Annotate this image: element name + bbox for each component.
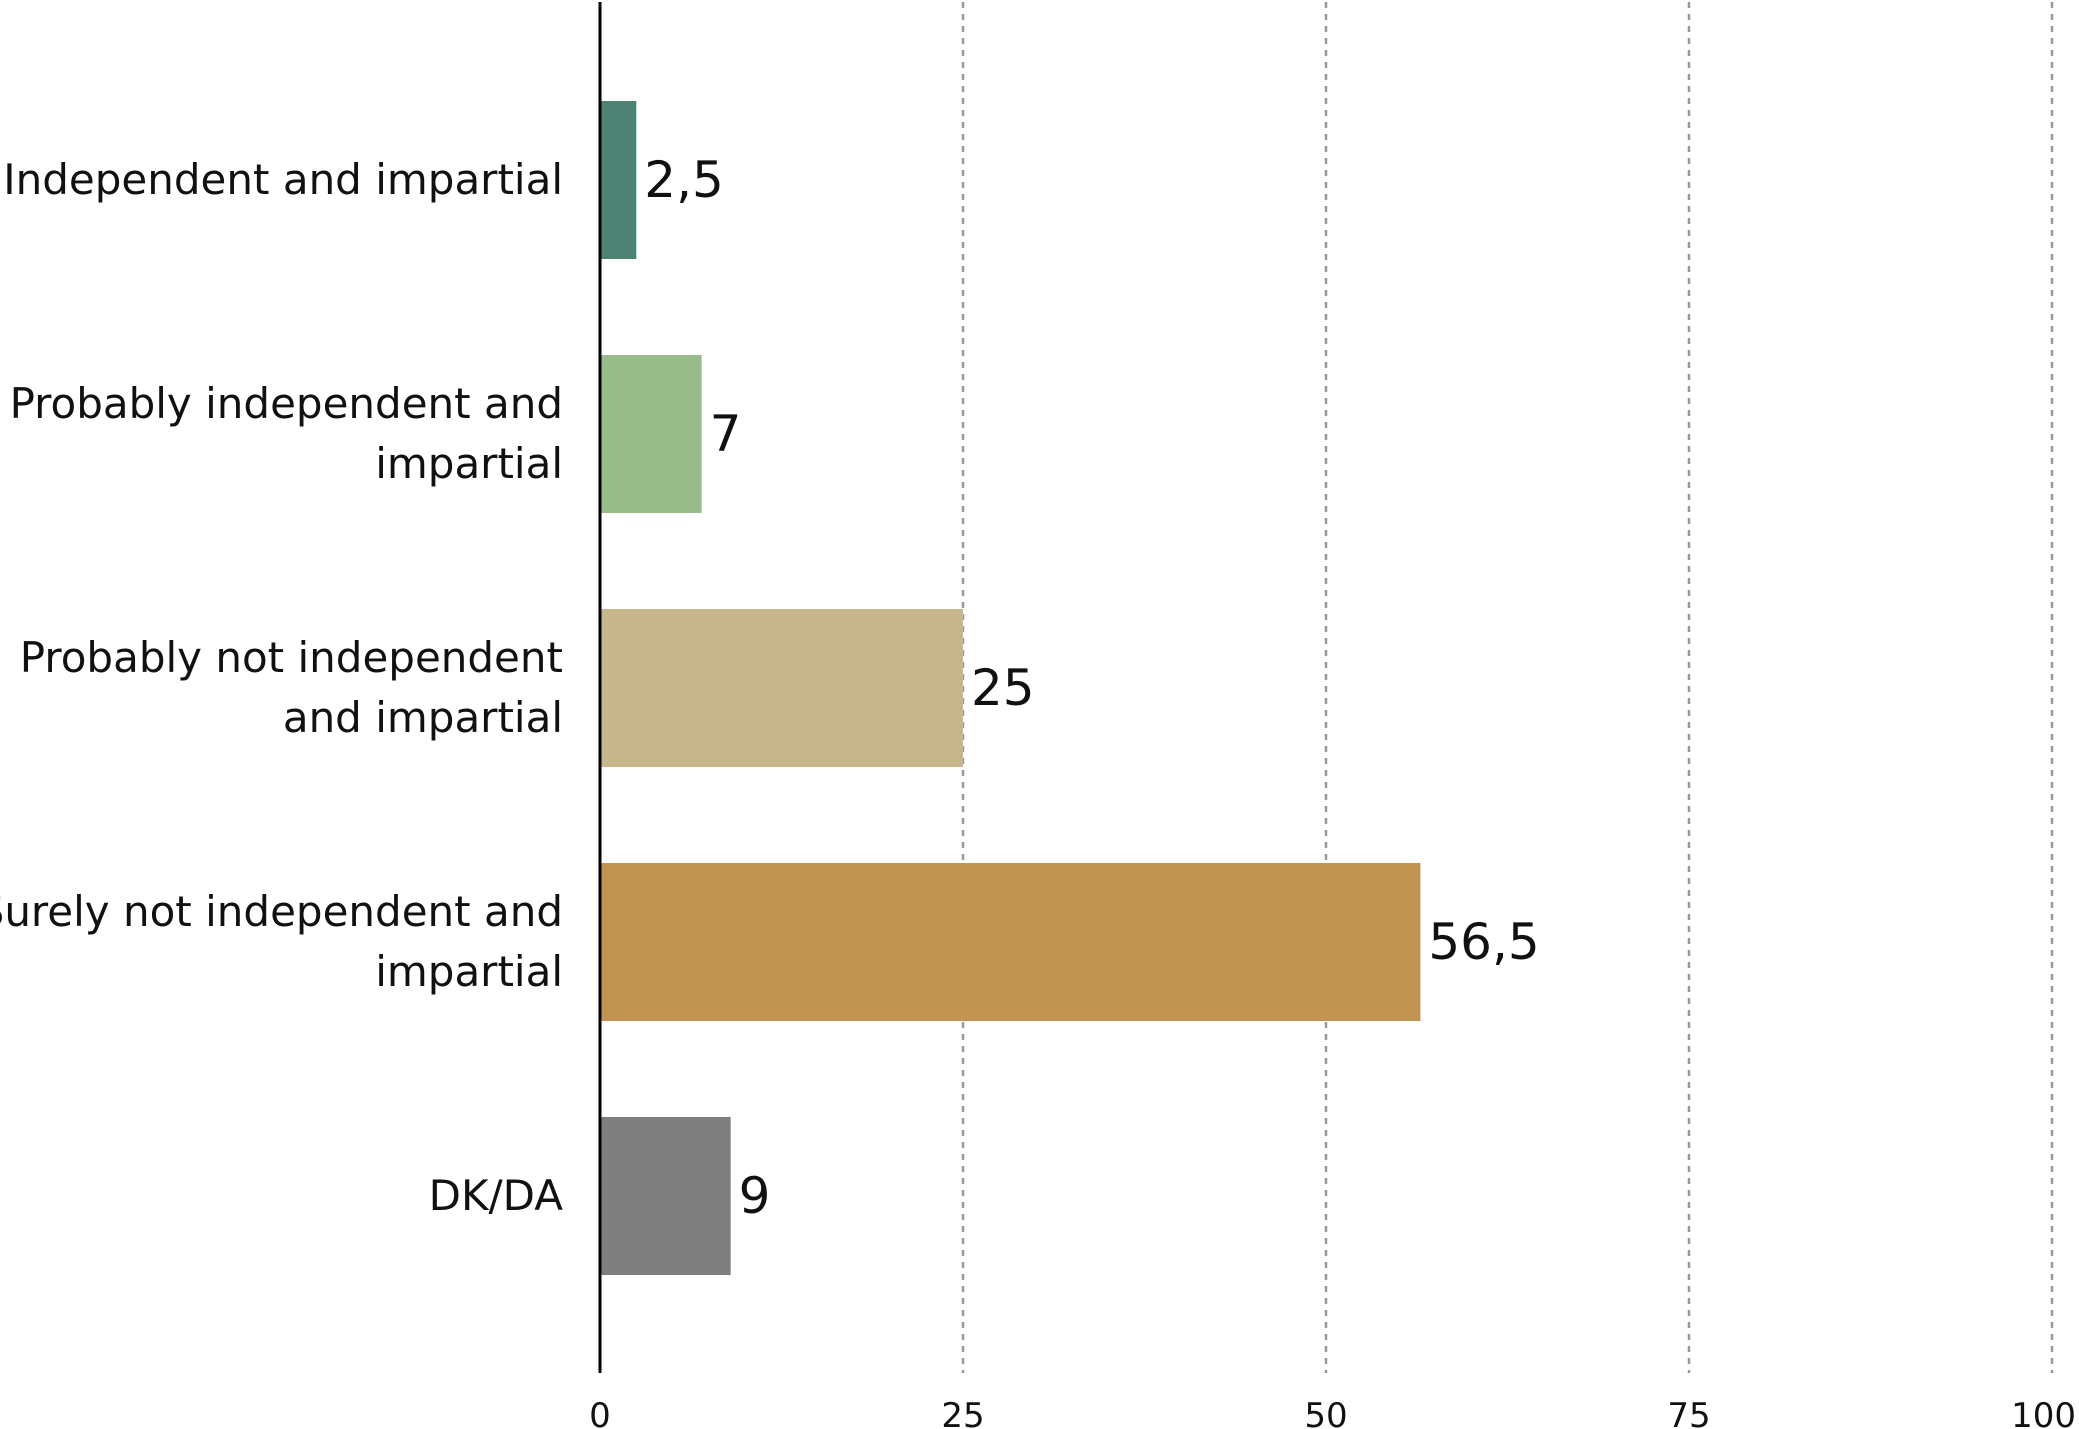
bar — [600, 101, 637, 259]
category-label: Probably not independent and impartial — [20, 633, 563, 742]
value-labels: 2,5 7 25 56,5 9 — [644, 151, 1539, 1225]
gridlines — [961, 2, 2054, 1373]
category-label: DK/DA — [429, 1171, 564, 1220]
x-tick-label: 50 — [1304, 1396, 1347, 1429]
bar — [600, 355, 702, 513]
x-tick-label: 0 — [589, 1396, 611, 1429]
x-tick-label: 25 — [941, 1396, 984, 1429]
data-label: 2,5 — [644, 151, 724, 209]
bar — [600, 1117, 731, 1275]
category-label: Surely not independent and impartial — [0, 887, 563, 996]
x-tick-label: 100 — [2011, 1396, 2076, 1429]
category-label-line: Surely not independent and — [0, 887, 563, 936]
category-label-line: DK/DA — [429, 1171, 564, 1220]
category-label: Independent and impartial — [3, 155, 563, 204]
category-label-line: and impartial — [283, 693, 563, 742]
data-label: 7 — [710, 405, 742, 463]
category-label-line: Probably not independent — [20, 633, 563, 682]
category-label: Probably independent and impartial — [10, 379, 563, 488]
data-label: 9 — [739, 1167, 771, 1225]
x-tick-label: 75 — [1667, 1396, 1710, 1429]
x-axis-ticks: 0 25 50 75 100 — [589, 1396, 2076, 1429]
data-label: 56,5 — [1428, 913, 1539, 971]
bar — [600, 863, 1421, 1021]
category-label-line: impartial — [375, 947, 563, 996]
data-label: 25 — [971, 659, 1035, 717]
category-labels: Independent and impartial Probably indepe… — [0, 155, 563, 1220]
bar — [600, 609, 963, 767]
bars — [600, 101, 1421, 1275]
category-label-line: impartial — [375, 439, 563, 488]
category-label-line: Probably independent and — [10, 379, 563, 428]
category-label-line: Independent and impartial — [3, 155, 563, 204]
